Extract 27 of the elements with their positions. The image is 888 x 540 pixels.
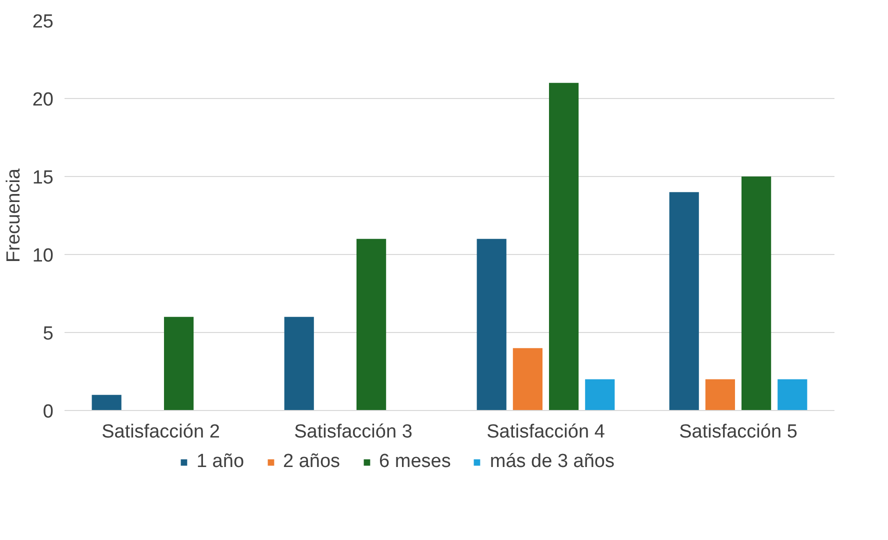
- bar: [778, 379, 808, 410]
- bar: [356, 238, 386, 410]
- bar: [92, 394, 122, 410]
- x-tick-label: Satisfacción 3: [294, 422, 412, 442]
- legend-label: 6 meses: [379, 451, 451, 473]
- x-tick-label: Satisfacción 2: [102, 422, 220, 442]
- bar: [669, 192, 699, 410]
- x-tick-label: Satisfacción 5: [679, 422, 798, 442]
- y-tick-label: 0: [42, 402, 54, 422]
- bar: [585, 379, 615, 410]
- y-axis-title: Frecuencia: [3, 168, 24, 262]
- y-tick-label: 15: [32, 168, 54, 188]
- bar: [742, 176, 772, 410]
- bar: [705, 379, 735, 410]
- y-tick-label: 10: [32, 246, 54, 266]
- y-tick-label: 5: [42, 324, 54, 344]
- bar: [164, 316, 194, 410]
- bar: [284, 316, 314, 410]
- y-tick-label: 20: [32, 90, 54, 110]
- legend-label: 1 año: [196, 451, 244, 473]
- y-tick-label: 25: [32, 12, 54, 32]
- legend-label: más de 3 años: [490, 451, 615, 473]
- bar: [476, 238, 506, 410]
- legend-label: 2 años: [283, 451, 340, 473]
- bar: [512, 348, 542, 410]
- bar: [549, 82, 579, 410]
- x-tick-label: Satisfacción 4: [486, 422, 606, 442]
